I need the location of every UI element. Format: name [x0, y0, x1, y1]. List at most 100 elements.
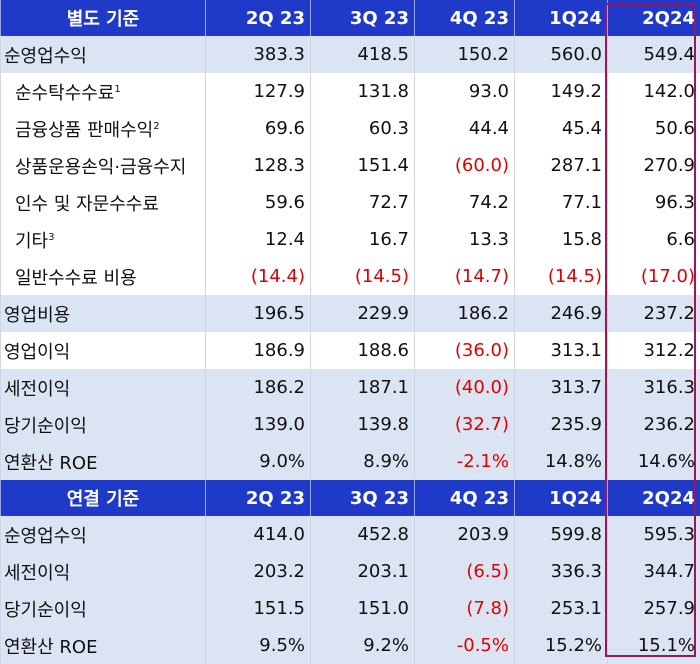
row-label-text: 인수 및 자문수수료	[15, 194, 159, 215]
value-cell: 16.7	[311, 221, 415, 258]
value-cell: 237.2	[608, 295, 700, 332]
value-cell: 246.9	[515, 295, 608, 332]
value-cell: 131.8	[311, 73, 415, 110]
row-label: 순영업수익	[1, 36, 206, 73]
column-header-2: 4Q 23	[415, 480, 515, 516]
value-cell: -2.1%	[415, 443, 515, 480]
table-row: 연환산 ROE 9.5%9.2%-0.5%15.2%15.1%	[1, 627, 700, 664]
row-label: 순수탁수수료1	[1, 73, 206, 110]
value-cell: 14.6%	[608, 443, 700, 480]
value-cell: 139.0	[206, 406, 311, 443]
row-label: 기타3	[1, 221, 206, 258]
value-cell: 93.0	[415, 73, 515, 110]
footnote-marker: 1	[114, 84, 120, 95]
footnote-marker: 3	[48, 232, 54, 243]
value-cell: 186.2	[415, 295, 515, 332]
column-header-3: 1Q24	[515, 0, 608, 36]
value-cell: 96.3	[608, 184, 700, 221]
value-cell: 414.0	[206, 516, 311, 553]
value-cell: 127.9	[206, 73, 311, 110]
value-cell: 313.1	[515, 332, 608, 369]
value-cell: 6.6	[608, 221, 700, 258]
row-label: 연환산 ROE	[1, 627, 206, 664]
value-cell: 549.4	[608, 36, 700, 73]
value-cell: 50.6	[608, 110, 700, 147]
value-cell: (6.5)	[415, 553, 515, 590]
value-cell: 13.3	[415, 221, 515, 258]
value-cell: 344.7	[608, 553, 700, 590]
row-label-text: 순영업수익	[4, 526, 87, 547]
value-cell: 316.3	[608, 369, 700, 406]
column-header-1: 3Q 23	[311, 0, 415, 36]
value-cell: 203.9	[415, 516, 515, 553]
row-label-text: 당기순이익	[4, 416, 87, 437]
value-cell: 59.6	[206, 184, 311, 221]
value-cell: 149.2	[515, 73, 608, 110]
value-cell: 196.5	[206, 295, 311, 332]
row-label: 세전이익	[1, 369, 206, 406]
value-cell: 270.9	[608, 147, 700, 184]
row-label: 당기순이익	[1, 590, 206, 627]
value-cell: 15.1%	[608, 627, 700, 664]
row-label-text: 일반수수료 비용	[15, 268, 137, 289]
value-cell: 257.9	[608, 590, 700, 627]
value-cell: 236.2	[608, 406, 700, 443]
value-cell: 15.8	[515, 221, 608, 258]
value-cell: 336.3	[515, 553, 608, 590]
value-cell: 9.5%	[206, 627, 311, 664]
value-cell: 418.5	[311, 36, 415, 73]
column-header-4: 2Q24	[608, 0, 700, 36]
value-cell: 9.2%	[311, 627, 415, 664]
value-cell: 150.2	[415, 36, 515, 73]
value-cell: (36.0)	[415, 332, 515, 369]
row-label-text: 연환산 ROE	[4, 453, 97, 474]
value-cell: 560.0	[515, 36, 608, 73]
value-cell: 383.3	[206, 36, 311, 73]
row-label: 당기순이익	[1, 406, 206, 443]
row-label-text: 순영업수익	[4, 46, 87, 67]
value-cell: 313.7	[515, 369, 608, 406]
value-cell: (60.0)	[415, 147, 515, 184]
value-cell: 229.9	[311, 295, 415, 332]
value-cell: 151.4	[311, 147, 415, 184]
value-cell: (14.4)	[206, 258, 311, 295]
value-cell: 142.0	[608, 73, 700, 110]
row-label-text: 영업이익	[4, 342, 70, 363]
value-cell: 15.2%	[515, 627, 608, 664]
value-cell: (7.8)	[415, 590, 515, 627]
value-cell: 9.0%	[206, 443, 311, 480]
row-label-text: 연환산 ROE	[4, 637, 97, 658]
column-header-2: 4Q 23	[415, 0, 515, 36]
value-cell: 452.8	[311, 516, 415, 553]
value-cell: 188.6	[311, 332, 415, 369]
row-label: 영업이익	[1, 332, 206, 369]
value-cell: 44.4	[415, 110, 515, 147]
value-cell: (14.5)	[515, 258, 608, 295]
value-cell: -0.5%	[415, 627, 515, 664]
value-cell: 235.9	[515, 406, 608, 443]
value-cell: 203.2	[206, 553, 311, 590]
row-label: 세전이익	[1, 553, 206, 590]
value-cell: 77.1	[515, 184, 608, 221]
value-cell: (17.0)	[608, 258, 700, 295]
value-cell: 128.3	[206, 147, 311, 184]
row-label-text: 세전이익	[4, 379, 70, 400]
value-cell: 69.6	[206, 110, 311, 147]
value-cell: (14.7)	[415, 258, 515, 295]
value-cell: 595.3	[608, 516, 700, 553]
value-cell: 599.8	[515, 516, 608, 553]
consolidated-section-title: 연결 기준	[1, 480, 206, 516]
value-cell: 203.1	[311, 553, 415, 590]
